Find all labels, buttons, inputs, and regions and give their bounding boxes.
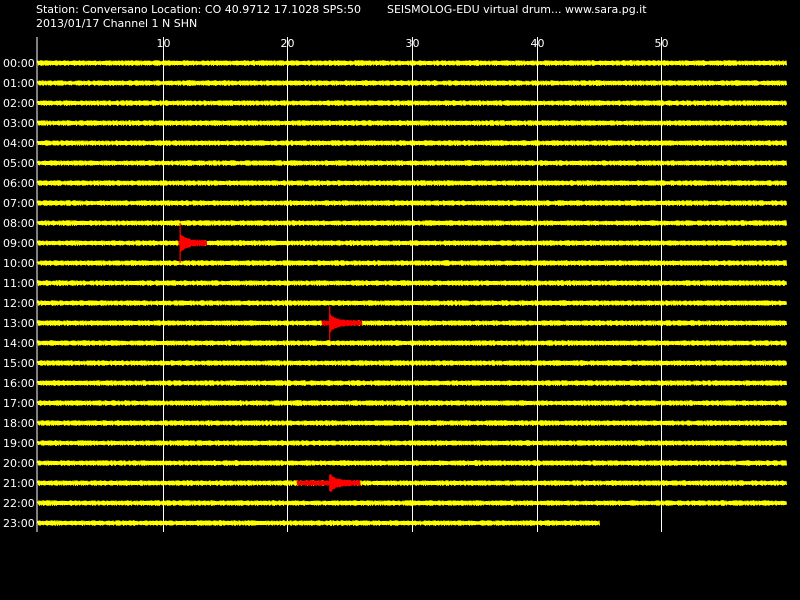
hour-label: 00:00 — [3, 57, 35, 70]
header: Station: Conversano Location: CO 40.9712… — [0, 0, 800, 34]
hour-label: 08:00 — [3, 217, 35, 230]
trace-0100 — [37, 80, 787, 86]
hour-label: 22:00 — [3, 497, 35, 510]
hour-label: 23:00 — [3, 517, 35, 530]
hour-label: 02:00 — [3, 97, 35, 110]
hour-label: 20:00 — [3, 457, 35, 470]
x-tick-label: 40 — [531, 37, 545, 50]
hour-label: 14:00 — [3, 337, 35, 350]
event-3 — [296, 474, 361, 492]
trace-1600 — [37, 380, 787, 386]
trace-1500 — [37, 360, 787, 366]
hour-label: 13:00 — [3, 317, 35, 330]
hour-label: 10:00 — [3, 257, 35, 270]
label-layer: 10 20 30 40 50 00:00 01:00 02:00 03:00 04:00 05:00… — [3, 37, 669, 530]
event-1 — [178, 233, 208, 253]
trace-2100 — [37, 480, 787, 486]
trace-0600 — [37, 180, 787, 186]
trace-0300 — [37, 120, 787, 126]
hour-label: 09:00 — [3, 237, 35, 250]
station-info: Station: Conversano Location: CO 40.9712… — [36, 3, 361, 16]
trace-1100 — [37, 280, 787, 286]
trace-0800 — [37, 220, 787, 226]
hour-label: 19:00 — [3, 437, 35, 450]
trace-2000 — [37, 460, 787, 466]
trace-0900 — [37, 240, 787, 246]
hour-label: 16:00 — [3, 377, 35, 390]
trace-1800 — [37, 420, 787, 426]
hour-label: 21:00 — [3, 477, 35, 490]
trace-layer — [37, 60, 787, 526]
x-tick-label: 10 — [157, 37, 171, 50]
hour-label: 11:00 — [3, 277, 35, 290]
trace-2300 — [37, 520, 600, 526]
hour-label: 03:00 — [3, 117, 35, 130]
trace-2200 — [37, 500, 787, 506]
hour-label: 18:00 — [3, 417, 35, 430]
trace-1000 — [37, 260, 787, 266]
drum-title: SEISMOLOG-EDU virtual drum... www.sara.p… — [387, 3, 647, 16]
hour-label: 15:00 — [3, 357, 35, 370]
event-2 — [321, 313, 363, 333]
trace-1900 — [37, 440, 787, 446]
hour-label: 01:00 — [3, 77, 35, 90]
x-tick-label: 30 — [406, 37, 420, 50]
x-tick-label: 50 — [655, 37, 669, 50]
trace-0000 — [37, 60, 787, 66]
hour-label: 04:00 — [3, 137, 35, 150]
trace-0500 — [37, 160, 787, 166]
trace-1300 — [37, 320, 787, 326]
trace-1400 — [37, 340, 787, 346]
x-tick-label: 20 — [281, 37, 295, 50]
hour-label: 05:00 — [3, 157, 35, 170]
trace-1700 — [37, 400, 787, 406]
trace-0400 — [37, 140, 787, 146]
trace-0200 — [37, 100, 787, 106]
hour-label: 17:00 — [3, 397, 35, 410]
hour-label: 12:00 — [3, 297, 35, 310]
date-channel-info: 2013/01/17 Channel 1 N SHN — [36, 17, 198, 30]
event-layer — [178, 223, 363, 492]
trace-0700 — [37, 200, 787, 206]
hour-label: 07:00 — [3, 197, 35, 210]
hour-label: 06:00 — [3, 177, 35, 190]
trace-1200 — [37, 300, 787, 306]
